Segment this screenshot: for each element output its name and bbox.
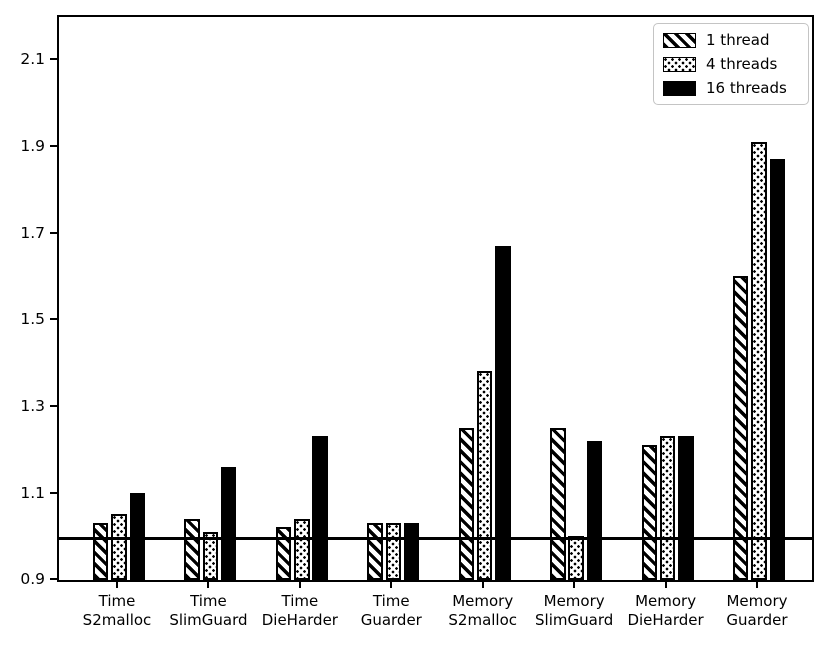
bar-16-threads — [220, 466, 237, 580]
x-axis-tick-label-line: Memory — [635, 592, 697, 610]
diagonal-hatch-swatch-icon — [663, 32, 696, 48]
legend: 1 thread 4 threads 16 threads — [653, 23, 809, 105]
x-axis-tick-label-line: Guarder — [360, 611, 422, 629]
bar-1-thread — [550, 427, 566, 580]
x-axis-tick-label: Memory Guarder — [692, 592, 822, 630]
bar-1-thread — [92, 523, 109, 580]
x-axis-tick-label-line: S2malloc — [448, 611, 518, 629]
x-axis-tick-label-line: Time — [190, 592, 227, 610]
x-axis-tick-label-line: SlimGuard — [535, 611, 614, 629]
x-axis-tick-label-line: Time — [98, 592, 136, 610]
x-axis-tick-label: Time S2malloc — [52, 592, 182, 630]
y-axis-tick-mark — [50, 491, 57, 494]
x-axis-tick-label-line: DieHarder — [261, 611, 338, 629]
x-axis-tick-label-line: Guarder — [726, 611, 788, 629]
legend-item-4-threads: 4 threads — [663, 55, 799, 73]
legend-item-16-threads: 16 threads — [663, 79, 799, 97]
x-axis-tick-label-line: Time — [281, 592, 319, 610]
y-axis-tick-label: 1.9 — [20, 136, 45, 155]
legend-item-1-thread: 1 thread — [663, 31, 799, 49]
bar-1-thread — [367, 523, 383, 580]
x-axis-tick-label: Time Guarder — [326, 592, 456, 630]
dots-swatch-icon — [663, 56, 696, 72]
bar-4-threads — [111, 514, 127, 580]
x-axis-tick-label: Memory DieHarder — [601, 592, 731, 630]
y-axis-tick-mark — [50, 318, 57, 321]
bar-16-threads — [403, 523, 420, 580]
x-axis-tick-label: Time DieHarder — [235, 592, 365, 630]
y-axis-tick-label: 1.5 — [20, 310, 45, 329]
y-axis-tick-label: 1.1 — [20, 483, 45, 502]
bar-4-threads — [202, 531, 219, 580]
bar-4-threads — [385, 523, 402, 580]
x-axis-tick-mark — [207, 582, 210, 588]
bar-4-threads — [294, 518, 310, 580]
bar-16-threads — [495, 245, 511, 580]
baseline-y-1 — [59, 536, 812, 540]
x-axis-tick-mark — [390, 582, 393, 588]
plot-area — [57, 15, 814, 582]
bar-4-threads — [476, 371, 493, 580]
solid-swatch-icon — [663, 80, 696, 96]
x-axis-tick-mark — [573, 582, 576, 588]
bar-4-threads — [751, 141, 767, 580]
x-axis-tick-mark — [116, 582, 118, 588]
legend-label: 1 thread — [706, 31, 770, 49]
x-axis-tick-mark — [664, 582, 667, 588]
x-axis-tick-label: Time SlimGuard — [143, 592, 273, 630]
bar-1-thread — [732, 275, 749, 580]
x-axis-tick-label-line: DieHarder — [627, 611, 704, 629]
y-axis-tick-label: 1.3 — [20, 397, 45, 415]
bar-4-threads — [568, 536, 584, 580]
bar-16-threads — [678, 436, 694, 580]
x-axis-tick-label-line: Memory — [543, 592, 605, 610]
x-axis-tick-mark — [756, 582, 758, 588]
bar-16-threads — [586, 440, 603, 580]
y-axis-tick-label: 2.1 — [20, 50, 45, 69]
x-axis-tick-mark — [298, 582, 301, 588]
x-axis-tick-label: Memory S2malloc — [418, 592, 548, 630]
legend-label: 4 threads — [706, 55, 778, 73]
bar-16-threads — [129, 492, 146, 580]
y-axis-tick-label: 0.9 — [20, 570, 45, 589]
bar-4-threads — [659, 436, 676, 580]
x-axis-tick-mark — [481, 582, 484, 588]
bar-16-threads — [312, 436, 328, 580]
y-axis-tick-mark — [50, 405, 57, 407]
bar-1-thread — [184, 518, 200, 580]
bar-16-threads — [769, 158, 786, 580]
y-axis-tick-mark — [50, 58, 57, 61]
y-axis-tick-mark — [50, 231, 57, 234]
y-axis-tick-label: 1.7 — [20, 223, 45, 242]
legend-label: 16 threads — [706, 79, 787, 97]
y-axis-tick-mark — [50, 578, 57, 581]
x-axis-tick-label-line: Memory — [452, 592, 514, 610]
bar-1-thread — [275, 527, 292, 580]
x-axis-tick-label-line: Memory — [726, 592, 788, 610]
x-axis-tick-label-line: Time — [372, 592, 410, 610]
x-axis-tick-label-line: S2malloc — [82, 611, 152, 629]
bar-1-thread — [641, 445, 658, 580]
bar-1-thread — [458, 427, 475, 580]
x-axis-tick-label: Memory SlimGuard — [509, 592, 639, 630]
y-axis-tick-mark — [50, 144, 57, 147]
x-axis-tick-label-line: SlimGuard — [169, 611, 248, 629]
